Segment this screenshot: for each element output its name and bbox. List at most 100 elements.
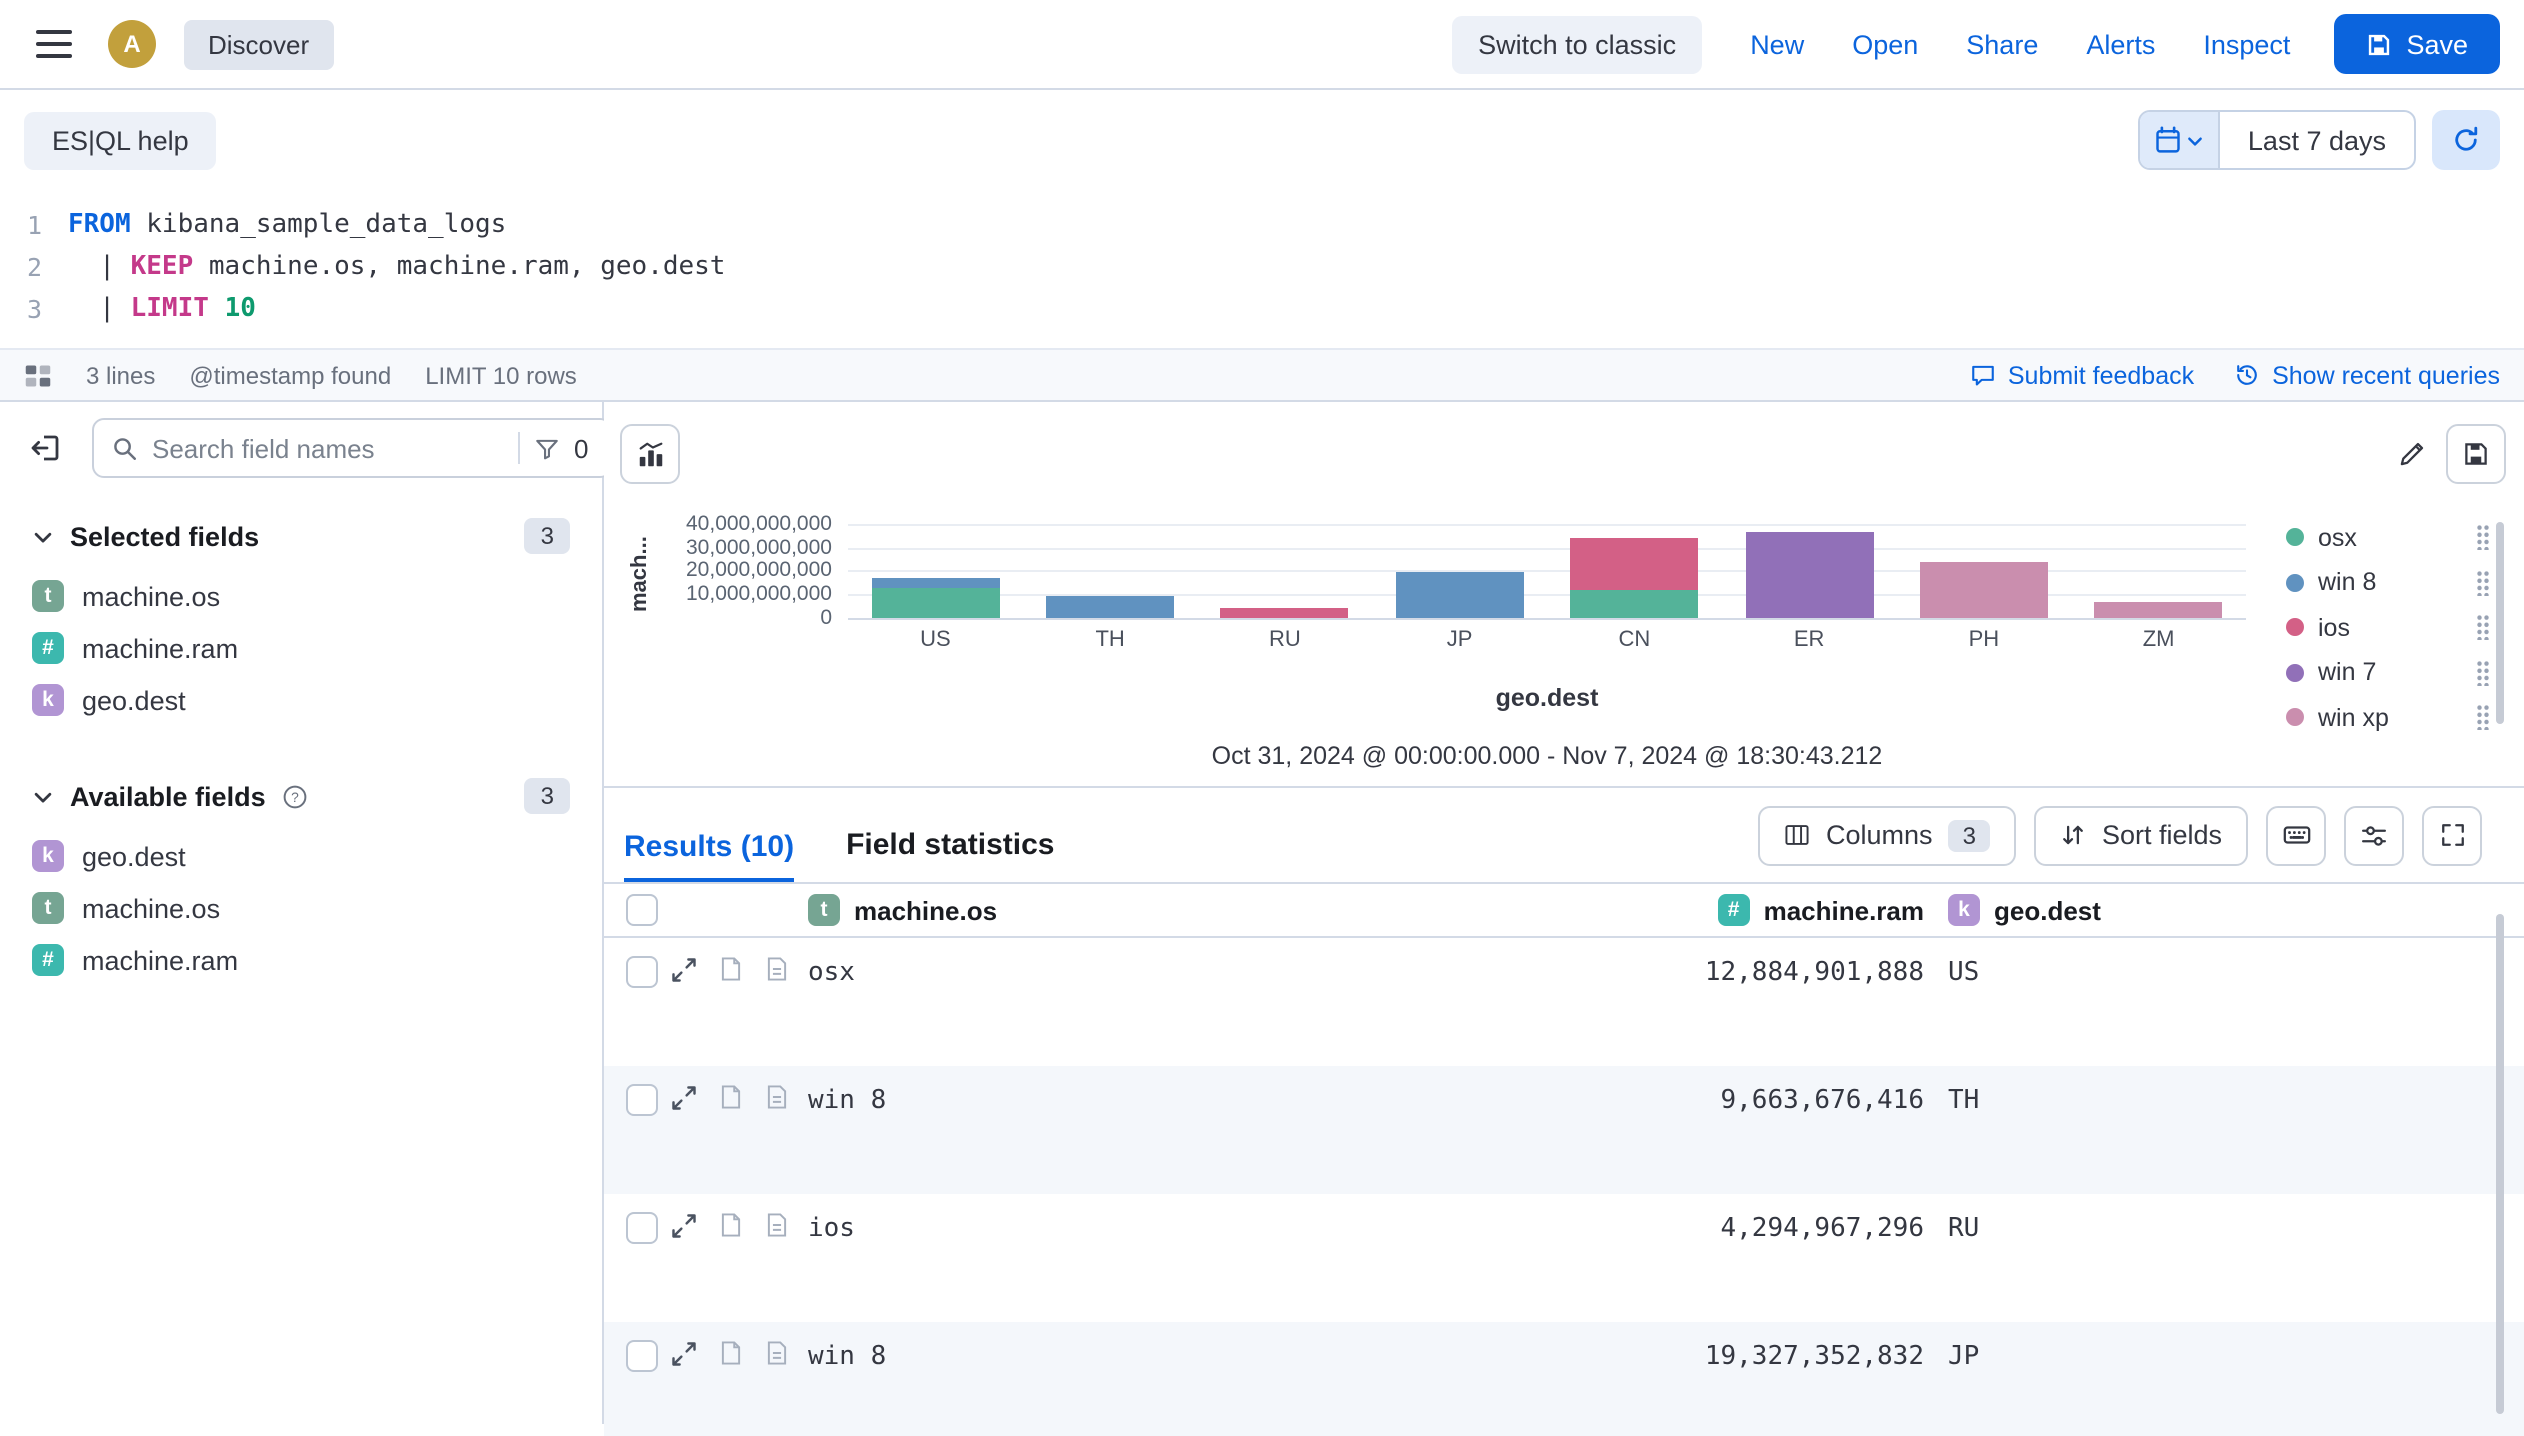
- avatar[interactable]: A: [108, 20, 156, 68]
- x-tick-label: JP: [1446, 628, 1473, 652]
- alerts-button[interactable]: Alerts: [2086, 29, 2156, 59]
- save-button[interactable]: Save: [2334, 14, 2500, 74]
- share-button[interactable]: Share: [1966, 29, 2039, 59]
- drag-handle-icon[interactable]: [2476, 614, 2490, 640]
- grid-toolbar-right: Columns 3 Sort fields: [1758, 805, 2524, 865]
- bar-RU-ios[interactable]: [1220, 607, 1349, 618]
- keyboard-shortcuts-button[interactable]: [2266, 805, 2326, 865]
- table-row: win 8 19,327,352,832 JP: [604, 1322, 2524, 1436]
- sort-fields-label: Sort fields: [2101, 820, 2222, 850]
- table-row: osx 12,884,901,888 US: [604, 938, 2524, 1066]
- grid-scrollbar[interactable]: [2496, 914, 2504, 1414]
- expand-row-icon[interactable]: [670, 1212, 698, 1240]
- fullscreen-icon: [2439, 822, 2465, 848]
- collapse-sidebar-button[interactable]: [16, 418, 76, 478]
- drag-handle-icon[interactable]: [2476, 704, 2490, 730]
- edit-visualization-button[interactable]: [2382, 424, 2442, 484]
- row-checkbox[interactable]: [626, 956, 658, 988]
- selected-fields-accordion[interactable]: Selected fields 3: [32, 518, 570, 554]
- degraded-doc-icon: [718, 956, 744, 982]
- legend-item-osx[interactable]: osx: [2286, 523, 2490, 551]
- legend-item-ios[interactable]: ios: [2286, 613, 2490, 641]
- cell-machine-ram: 9,663,676,416: [1720, 1086, 1925, 1116]
- selected-fields-count: 3: [524, 518, 570, 554]
- row-checkbox[interactable]: [626, 1340, 658, 1372]
- menu-icon[interactable]: [24, 14, 84, 74]
- bar-CN-osx[interactable]: [1570, 590, 1699, 618]
- x-tick-label: ZM: [2142, 628, 2175, 652]
- bar-US-win 8[interactable]: [871, 577, 1000, 588]
- available-fields-accordion[interactable]: Available fields ? 3: [32, 778, 570, 814]
- filter-icon[interactable]: [534, 435, 560, 461]
- column-header-label: geo.dest: [1994, 895, 2101, 925]
- legend-item-win-8[interactable]: win 8: [2286, 568, 2490, 596]
- open-button[interactable]: Open: [1852, 29, 1919, 59]
- legend-label: win 7: [2318, 658, 2377, 686]
- select-all-checkbox[interactable]: [626, 894, 658, 926]
- refresh-button[interactable]: [2432, 110, 2500, 170]
- bar-JP-win 8[interactable]: [1395, 572, 1524, 618]
- breadcrumb[interactable]: Discover: [184, 19, 334, 69]
- degraded-doc-icon: [718, 1212, 744, 1238]
- field-item-machine-os[interactable]: t machine.os: [16, 882, 586, 934]
- bar-PH-win xp[interactable]: [1919, 562, 2048, 618]
- expand-row-icon[interactable]: [670, 1340, 698, 1368]
- help-icon[interactable]: ?: [282, 783, 308, 809]
- columns-button[interactable]: Columns 3: [1758, 805, 2016, 865]
- expand-row-icon[interactable]: [670, 1084, 698, 1112]
- fullscreen-button[interactable]: [2422, 805, 2482, 865]
- new-button[interactable]: New: [1750, 29, 1805, 59]
- pencil-icon: [2398, 440, 2426, 468]
- date-quick-select-button[interactable]: [2139, 112, 2220, 168]
- column-header-geo-dest[interactable]: k geo.dest: [1948, 894, 2101, 926]
- column-header-machine-ram[interactable]: # machine.ram: [1717, 894, 1924, 926]
- inspect-button[interactable]: Inspect: [2203, 29, 2291, 59]
- submit-feedback-link[interactable]: Submit feedback: [1970, 361, 2194, 389]
- drag-handle-icon[interactable]: [2476, 659, 2490, 685]
- drag-handle-icon[interactable]: [2476, 524, 2490, 550]
- main-panel: mach... 0 10,000,000,000 20,000,000,000 30,…: [604, 402, 2524, 1436]
- esql-editor[interactable]: 1 FROM kibana_sample_data_logs 2 | KEEP …: [0, 190, 2524, 348]
- bar-TH-win 8[interactable]: [1046, 595, 1175, 618]
- text-field-icon: t: [32, 580, 64, 612]
- legend-item-win-xp[interactable]: win xp: [2286, 703, 2490, 731]
- row-checkbox[interactable]: [626, 1212, 658, 1244]
- legend-item-win-7[interactable]: win 7: [2286, 658, 2490, 686]
- content-area: 0 Selected fields 3 t machine.os # machi…: [0, 402, 2524, 1436]
- field-item-geo-dest[interactable]: k geo.dest: [16, 674, 586, 726]
- bar-ER-win 7[interactable]: [1745, 532, 1874, 618]
- column-header-machine-os[interactable]: t machine.os: [808, 894, 997, 926]
- field-item-machine-os[interactable]: t machine.os: [16, 570, 586, 622]
- gridline: [848, 547, 2246, 550]
- floppy-icon: [2462, 440, 2490, 468]
- field-item-machine-ram[interactable]: # machine.ram: [16, 622, 586, 674]
- sort-fields-button[interactable]: Sort fields: [2033, 805, 2248, 865]
- keyboard-icon: [2281, 820, 2311, 850]
- legend-label: ios: [2318, 613, 2350, 641]
- bar-CN-ios[interactable]: [1570, 537, 1699, 591]
- chevron-down-icon: [32, 525, 54, 547]
- results-toolbar: Results (10) Field statistics Columns 3: [604, 788, 2524, 882]
- show-recent-queries-link[interactable]: Show recent queries: [2234, 361, 2500, 389]
- display-options-button[interactable]: [2344, 805, 2404, 865]
- visualization-button[interactable]: [620, 424, 680, 484]
- field-item-machine-ram[interactable]: # machine.ram: [16, 934, 586, 986]
- save-visualization-button[interactable]: [2446, 424, 2506, 484]
- history-icon: [2234, 362, 2260, 388]
- refresh-icon: [2452, 126, 2480, 154]
- degraded-doc-icon: [718, 1084, 744, 1110]
- field-item-geo-dest[interactable]: k geo.dest: [16, 830, 586, 882]
- bar-US-osx[interactable]: [871, 587, 1000, 618]
- esql-help-button[interactable]: ES|QL help: [24, 111, 217, 169]
- x-axis-title: geo.dest: [1495, 684, 1599, 712]
- search-input[interactable]: [152, 433, 504, 463]
- legend-scrollbar[interactable]: [2496, 522, 2504, 724]
- switch-to-classic-button[interactable]: Switch to classic: [1452, 15, 1703, 73]
- expand-row-icon[interactable]: [670, 956, 698, 984]
- drag-handle-icon[interactable]: [2476, 569, 2490, 595]
- row-checkbox[interactable]: [626, 1084, 658, 1116]
- tab-field-statistics[interactable]: Field statistics: [846, 828, 1055, 862]
- time-range-value[interactable]: Last 7 days: [2247, 125, 2386, 155]
- bar-ZM-win xp[interactable]: [2094, 602, 2223, 618]
- tab-results[interactable]: Results (10): [624, 829, 795, 882]
